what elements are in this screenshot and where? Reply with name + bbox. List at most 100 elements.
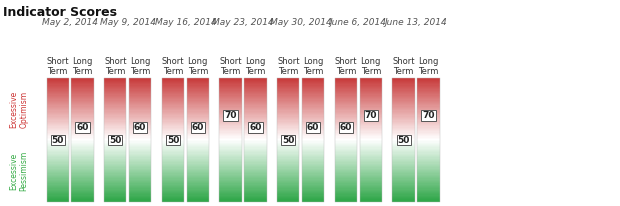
Bar (335, 170, 357, 171)
Bar (162, 154, 184, 155)
Bar (104, 129, 126, 130)
Bar (219, 114, 242, 115)
Bar (417, 155, 440, 156)
Bar (277, 161, 299, 162)
Bar (360, 172, 382, 173)
Bar (46, 128, 69, 129)
Bar (162, 84, 184, 86)
Bar (187, 194, 209, 196)
Bar (360, 124, 382, 125)
Bar (277, 178, 299, 180)
Bar (46, 182, 69, 183)
Bar (302, 147, 324, 149)
Bar (71, 171, 94, 172)
Bar (46, 193, 69, 194)
Bar (46, 150, 69, 151)
Bar (392, 97, 415, 98)
Bar (360, 136, 382, 138)
Bar (219, 96, 242, 97)
Bar (277, 172, 299, 173)
Bar (244, 97, 267, 98)
Bar (277, 110, 299, 112)
Bar (71, 94, 94, 96)
Bar (129, 199, 151, 201)
Bar (360, 78, 382, 80)
Bar (129, 143, 151, 144)
Bar (219, 198, 242, 199)
Bar (46, 196, 69, 197)
Bar (219, 82, 242, 83)
Bar (360, 187, 382, 188)
Bar (417, 117, 440, 118)
Text: 60: 60 (249, 123, 262, 132)
Bar (104, 156, 126, 157)
Bar (104, 109, 126, 110)
Bar (417, 97, 440, 98)
Bar (104, 123, 126, 124)
Bar (244, 182, 267, 183)
Bar (104, 147, 126, 149)
Bar (104, 157, 126, 159)
Bar (46, 169, 69, 170)
Text: May 2, 2014: May 2, 2014 (42, 18, 98, 27)
Bar (129, 196, 151, 197)
Bar (219, 113, 242, 114)
Bar (392, 98, 415, 99)
Bar (46, 154, 69, 155)
Bar (302, 145, 324, 146)
Bar (71, 125, 94, 126)
Bar (335, 104, 357, 105)
Bar (392, 138, 415, 139)
Bar (302, 161, 324, 162)
Bar (360, 146, 382, 147)
Bar (360, 157, 382, 159)
Bar (46, 191, 69, 192)
Bar (302, 151, 324, 152)
Bar (187, 160, 209, 161)
Bar (162, 177, 184, 178)
Bar (219, 173, 242, 175)
Bar (104, 80, 126, 81)
Bar (244, 104, 267, 105)
Bar (71, 78, 94, 80)
Bar (129, 133, 151, 134)
Bar (417, 150, 440, 151)
Bar (71, 88, 94, 89)
Bar (71, 179, 94, 181)
Bar (129, 94, 151, 96)
Bar (417, 119, 440, 120)
Bar (162, 136, 184, 138)
Bar (129, 105, 151, 107)
Bar (302, 112, 324, 113)
Bar (162, 125, 184, 126)
Bar (277, 146, 299, 147)
Bar (277, 89, 299, 91)
Bar (129, 113, 151, 114)
Bar (104, 118, 126, 119)
Bar (302, 126, 324, 128)
Bar (46, 82, 69, 83)
Bar (360, 159, 382, 160)
Bar (244, 166, 267, 167)
Bar (417, 151, 440, 152)
Bar (129, 164, 151, 165)
Bar (335, 94, 357, 96)
Bar (335, 177, 357, 178)
Bar (104, 151, 126, 152)
Bar (187, 128, 209, 129)
Bar (244, 103, 267, 104)
Bar (244, 86, 267, 87)
Bar (244, 178, 267, 180)
Text: Long
Term: Long Term (188, 57, 208, 76)
Bar (219, 89, 242, 91)
Bar (187, 165, 209, 166)
Bar (392, 133, 415, 134)
Bar (219, 131, 242, 133)
Bar (244, 78, 267, 202)
Bar (187, 105, 209, 107)
Bar (417, 114, 440, 115)
Bar (219, 162, 242, 164)
Bar (335, 83, 357, 84)
Bar (71, 169, 94, 170)
Bar (335, 152, 357, 154)
